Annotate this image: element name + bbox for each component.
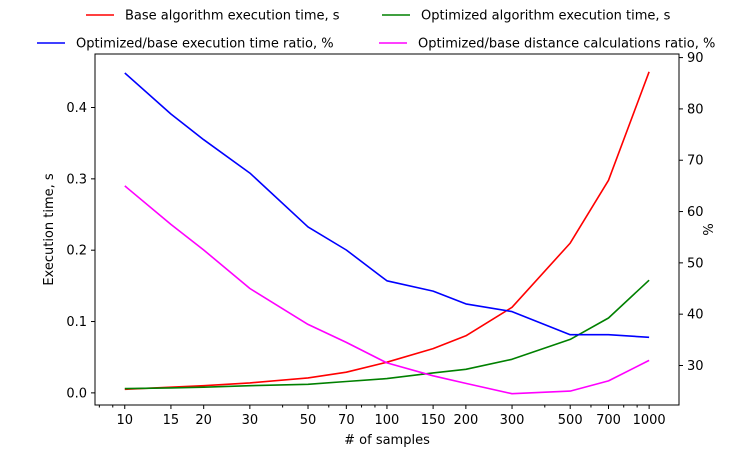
plot-frame bbox=[94, 53, 680, 406]
series-line-1 bbox=[124, 71, 650, 391]
series-line-3 bbox=[124, 72, 650, 339]
x-tick-label: 15 bbox=[163, 413, 180, 428]
y-right-tick-label: 70 bbox=[687, 154, 704, 169]
legend-label-2: Optimized algorithm execution time, s bbox=[421, 9, 671, 24]
y-right-tick-label: 40 bbox=[687, 308, 704, 323]
x-tick-label: 70 bbox=[338, 413, 355, 428]
y-right-tick-label: 90 bbox=[687, 51, 704, 66]
x-tick-label: 1000 bbox=[633, 413, 666, 428]
x-tick-label: 50 bbox=[300, 413, 317, 428]
x-tick-label: 200 bbox=[453, 413, 478, 428]
y-axis-right-title: % bbox=[702, 223, 717, 235]
series-lines bbox=[124, 71, 650, 395]
legend: Base algorithm execution time, s Optimize… bbox=[37, 9, 715, 52]
legend-label-3: Optimized/base execution time ratio, % bbox=[76, 37, 334, 52]
y-right-tick-label: 30 bbox=[687, 359, 704, 374]
x-axis: 10 15 20 30 50 70 100 150 200 300 500 700 1000 bbox=[98, 405, 666, 428]
series-line-4 bbox=[124, 185, 650, 395]
y-right-tick-label: 80 bbox=[687, 102, 704, 117]
y-right-tick-label: 50 bbox=[687, 256, 704, 271]
x-tick-label: 300 bbox=[500, 413, 525, 428]
x-tick-label: 100 bbox=[375, 413, 400, 428]
x-axis-title: # of samples bbox=[344, 433, 430, 448]
y-left-tick-label: 0.3 bbox=[66, 172, 87, 187]
y-left-tick-label: 0.0 bbox=[66, 386, 87, 401]
legend-label-1: Base algorithm execution time, s bbox=[125, 9, 340, 24]
x-tick-label: 30 bbox=[242, 413, 259, 428]
series-line-2 bbox=[124, 279, 650, 390]
y-left-tick-label: 0.1 bbox=[66, 315, 87, 330]
legend-label-4: Optimized/base distance calculations rat… bbox=[418, 37, 715, 52]
y-left-tick-label: 0.2 bbox=[66, 244, 87, 259]
x-tick-label: 20 bbox=[195, 413, 212, 428]
y-right-tick-label: 60 bbox=[687, 205, 704, 220]
x-tick-label: 10 bbox=[116, 413, 133, 428]
y-axis-left: 0.0 0.1 0.2 0.3 0.4 bbox=[66, 101, 95, 401]
y-axis-right: 30 40 50 60 70 80 90 bbox=[679, 51, 704, 374]
y-left-tick-label: 0.4 bbox=[66, 101, 87, 116]
y-axis-left-title: Execution time, s bbox=[42, 173, 57, 286]
x-tick-label: 700 bbox=[596, 413, 621, 428]
x-tick-label: 150 bbox=[421, 413, 446, 428]
x-tick-label: 500 bbox=[558, 413, 583, 428]
